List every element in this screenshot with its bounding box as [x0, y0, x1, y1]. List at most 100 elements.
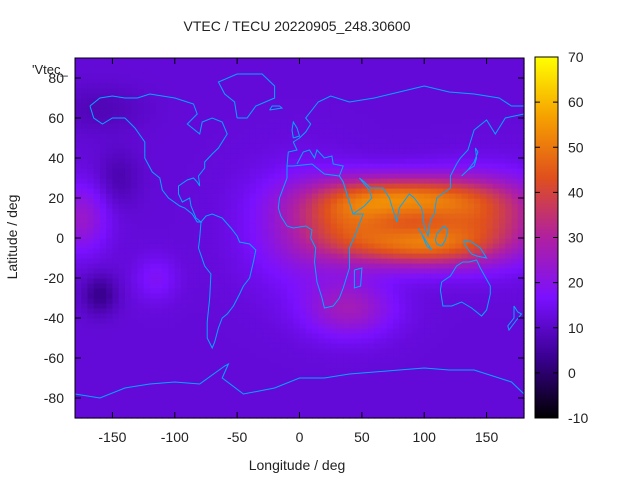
heatmap-cell	[361, 253, 369, 259]
heatmap-cell	[386, 223, 394, 229]
heatmap-cell	[486, 63, 494, 69]
heatmap-cell	[486, 278, 494, 284]
heatmap-cell	[156, 408, 163, 414]
heatmap-cell	[112, 383, 120, 389]
heatmap-cell	[349, 308, 357, 314]
heatmap-cell	[143, 263, 151, 269]
heatmap-cell	[318, 78, 326, 84]
heatmap-cell	[205, 73, 213, 79]
heatmap-cell	[430, 253, 438, 259]
heatmap-cell	[230, 123, 238, 129]
heatmap-cell	[118, 288, 126, 294]
heatmap-cell	[218, 258, 226, 264]
heatmap-cell	[243, 338, 251, 344]
heatmap-cell	[486, 313, 494, 319]
heatmap-cell	[187, 243, 195, 249]
heatmap-cell	[205, 398, 213, 404]
heatmap-cell	[162, 328, 170, 334]
heatmap-cell	[193, 78, 201, 84]
heatmap-cell	[330, 158, 338, 164]
heatmap-cell	[405, 203, 413, 209]
heatmap-cell	[399, 203, 407, 209]
heatmap-cell	[449, 158, 457, 164]
heatmap-cell	[93, 383, 101, 389]
heatmap-cell	[355, 178, 363, 184]
heatmap-cell	[436, 143, 444, 149]
heatmap-cell	[461, 308, 469, 314]
heatmap-cell	[168, 278, 176, 284]
heatmap-cell	[386, 313, 394, 319]
heatmap-cell	[149, 313, 157, 319]
heatmap-cell	[224, 278, 232, 284]
heatmap-cell	[436, 338, 444, 344]
heatmap-cell	[492, 238, 500, 244]
heatmap-cell	[99, 113, 107, 119]
heatmap-cell	[449, 233, 457, 239]
heatmap-cell	[118, 283, 126, 289]
heatmap-cell	[386, 88, 394, 94]
heatmap-cell	[492, 213, 500, 219]
heatmap-cell	[368, 93, 375, 99]
heatmap-cell	[224, 258, 232, 264]
heatmap-cell	[405, 353, 413, 359]
heatmap-cell	[492, 283, 500, 289]
heatmap-cell	[455, 233, 463, 239]
heatmap-cell	[230, 63, 238, 69]
heatmap-cell	[162, 218, 170, 224]
heatmap-cell	[480, 368, 488, 374]
heatmap-cell	[224, 313, 232, 319]
heatmap-cell	[486, 113, 494, 119]
heatmap-cell	[181, 103, 188, 109]
heatmap-cell	[449, 183, 457, 189]
heatmap-cell	[461, 343, 469, 349]
heatmap-cell	[305, 173, 313, 179]
heatmap-cell	[305, 253, 313, 259]
heatmap-cell	[449, 318, 457, 324]
heatmap-cell	[224, 253, 232, 259]
heatmap-cell	[118, 88, 126, 94]
heatmap-cell	[255, 303, 263, 309]
heatmap-cell	[430, 358, 438, 364]
heatmap-cell	[467, 363, 475, 369]
heatmap-cell	[243, 253, 251, 259]
heatmap-cell	[149, 253, 157, 259]
heatmap-cell	[399, 403, 407, 409]
heatmap-cell	[81, 318, 89, 324]
heatmap-cell	[349, 258, 357, 264]
heatmap-cell	[424, 408, 432, 414]
heatmap-cell	[106, 358, 114, 364]
heatmap-cell	[393, 283, 400, 289]
heatmap-cell	[442, 83, 450, 89]
heatmap-cell	[137, 143, 145, 149]
heatmap-cell	[262, 373, 269, 379]
heatmap-cell	[162, 168, 170, 174]
heatmap-cell	[355, 113, 363, 119]
heatmap-cell	[430, 283, 438, 289]
heatmap-cell	[81, 113, 89, 119]
heatmap-cell	[349, 213, 357, 219]
heatmap-cell	[417, 253, 425, 259]
heatmap-cell	[187, 393, 195, 399]
heatmap-cell	[467, 388, 475, 394]
heatmap-cell	[262, 163, 269, 169]
heatmap-cell	[124, 168, 132, 174]
heatmap-cell	[361, 358, 369, 364]
heatmap-cell	[411, 343, 419, 349]
heatmap-cell	[442, 393, 450, 399]
heatmap-cell	[162, 248, 170, 254]
heatmap-cell	[118, 408, 126, 414]
heatmap-cell	[299, 353, 307, 359]
heatmap-cell	[492, 93, 500, 99]
heatmap-cell	[205, 373, 213, 379]
heatmap-cell	[436, 373, 444, 379]
heatmap-cell	[168, 358, 176, 364]
heatmap-cell	[461, 263, 469, 269]
heatmap-cell	[455, 293, 463, 299]
heatmap-cell	[492, 68, 500, 74]
heatmap-cell	[486, 203, 494, 209]
heatmap-cell	[237, 198, 244, 204]
heatmap-cell	[212, 388, 220, 394]
heatmap-cell	[336, 58, 344, 64]
heatmap-cell	[131, 63, 138, 69]
heatmap-cell	[212, 288, 220, 294]
